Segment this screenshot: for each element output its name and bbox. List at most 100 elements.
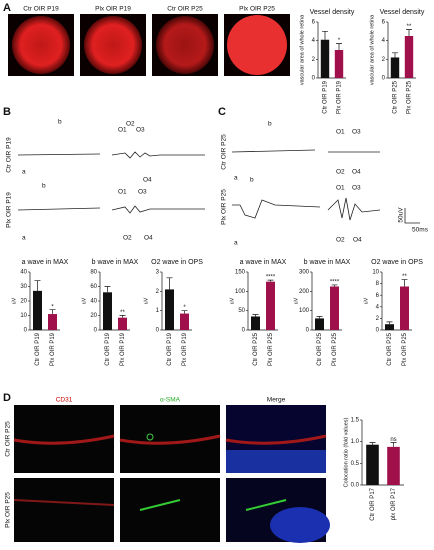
trace-mark: a bbox=[22, 169, 26, 176]
bar bbox=[266, 281, 275, 330]
trace-mark: O1 bbox=[336, 129, 345, 136]
error-bar bbox=[336, 43, 342, 50]
image-label: Plx OIR P19 bbox=[95, 6, 131, 13]
significance: * bbox=[338, 38, 341, 44]
y-tick-label: 100 bbox=[235, 289, 246, 295]
error-bar bbox=[181, 310, 188, 314]
y-tick-label: 200 bbox=[299, 289, 310, 295]
chart-title: a wave in MAX bbox=[240, 259, 287, 266]
row-label: Plx OIR P25 bbox=[5, 492, 12, 528]
column-label: CD31 bbox=[56, 397, 73, 404]
x-tick-label: Ctr OIR P19 bbox=[167, 332, 173, 365]
y-tick-label: 300 bbox=[299, 270, 310, 276]
y-tick-label: 150 bbox=[235, 270, 246, 276]
chart-title: O2 wave in OPS bbox=[371, 259, 423, 266]
stain-images bbox=[13, 405, 330, 543]
bar bbox=[334, 50, 344, 78]
error-bar bbox=[104, 286, 111, 293]
row-label: Ctr OIR P25 bbox=[221, 134, 228, 170]
error-bar bbox=[34, 280, 41, 291]
y-tick-label: 20 bbox=[90, 313, 97, 319]
y-tick-label: 2 bbox=[382, 57, 386, 63]
trace-mark: b bbox=[268, 121, 272, 128]
y-tick-label: 2 bbox=[376, 316, 380, 322]
retina-images bbox=[8, 14, 290, 76]
significance: * bbox=[183, 305, 186, 311]
y-tick-label: 0 bbox=[24, 328, 28, 334]
trace-mark: a bbox=[22, 235, 26, 242]
y-tick-label: 2 bbox=[312, 57, 316, 63]
x-tick-label: Plx OIR P19 bbox=[120, 332, 126, 366]
trace-mark: O1 bbox=[118, 189, 127, 196]
y-tick-label: 30 bbox=[20, 284, 27, 290]
trace-mark: O4 bbox=[352, 169, 361, 176]
bar bbox=[33, 290, 42, 330]
error-bar bbox=[49, 309, 56, 315]
bar bbox=[48, 314, 57, 330]
trace-mark: O2 bbox=[336, 169, 345, 176]
trace-mark: O3 bbox=[136, 127, 145, 134]
chart-title: a wave in MAX bbox=[22, 259, 69, 266]
bar bbox=[103, 292, 112, 330]
bar bbox=[330, 286, 339, 330]
trace-mark: O2 bbox=[336, 237, 345, 244]
error-bar bbox=[392, 52, 398, 58]
x-tick-label: Plx OIR P19 bbox=[182, 332, 188, 366]
y-tick-label: 0.5 bbox=[351, 461, 360, 467]
trace-labels: Ctr OIR P19 Plx OIR P19 Ctr OIR P25 Plx … bbox=[6, 119, 429, 247]
trace-mark: O4 bbox=[144, 235, 153, 242]
error-bar bbox=[316, 316, 323, 319]
x-tick-label: Plx OIR P25 bbox=[268, 332, 274, 366]
significance: ns bbox=[390, 437, 396, 443]
bar bbox=[251, 316, 260, 330]
chart-title: Vessel density bbox=[310, 9, 355, 16]
y-axis-label: uV bbox=[293, 297, 299, 304]
y-tick-label: 40 bbox=[90, 299, 97, 305]
trace-mark: b bbox=[42, 183, 46, 190]
error-bar bbox=[386, 321, 393, 325]
panel-letter: B bbox=[3, 106, 11, 118]
y-tick-label: 8 bbox=[376, 281, 380, 287]
y-tick-label: 10 bbox=[20, 313, 27, 319]
y-tick-label: 0.0 bbox=[351, 483, 360, 489]
y-tick-label: 0 bbox=[156, 328, 160, 334]
x-tick-label: plx OIR P17 bbox=[391, 487, 397, 520]
trace-mark: O3 bbox=[352, 129, 361, 136]
y-axis-label: uV bbox=[143, 297, 149, 304]
y-tick-label: 4 bbox=[312, 38, 316, 44]
y-tick-label: 6 bbox=[376, 293, 380, 299]
significance: ** bbox=[407, 24, 412, 30]
x-tick-label: Ctr OIR P19 bbox=[323, 80, 329, 113]
error-bar bbox=[369, 442, 376, 445]
chart-title: b wave in MAX bbox=[92, 259, 139, 266]
scale-label: 50ms bbox=[412, 227, 429, 234]
y-tick-label: 60 bbox=[90, 284, 97, 290]
y-tick-label: 6 bbox=[312, 20, 316, 26]
y-tick-label: 40 bbox=[20, 270, 27, 276]
scale-label: 50uV bbox=[398, 207, 405, 223]
error-bar bbox=[322, 30, 328, 40]
error-bar bbox=[331, 284, 338, 287]
x-tick-label: Plx OIR P25 bbox=[407, 80, 413, 114]
y-tick-label: 50 bbox=[238, 308, 245, 314]
bar bbox=[390, 57, 400, 78]
x-tick-label: Ctr OIR P25 bbox=[253, 332, 259, 365]
x-tick-label: Plx OIR P19 bbox=[337, 80, 343, 114]
y-tick-label: 0 bbox=[382, 76, 386, 82]
error-bar bbox=[390, 442, 397, 447]
y-tick-label: 80 bbox=[90, 270, 97, 276]
error-bar bbox=[406, 29, 412, 36]
y-tick-label: 1.5 bbox=[351, 418, 360, 424]
trace-mark: b bbox=[250, 177, 254, 184]
erg-traces bbox=[17, 149, 420, 224]
row-label: Plx OIR P25 bbox=[221, 189, 228, 225]
y-tick-label: 1.0 bbox=[351, 439, 360, 445]
x-tick-label: Plx OIR P25 bbox=[332, 332, 338, 366]
trace-mark: O4 bbox=[143, 177, 152, 184]
panel-letter: C bbox=[218, 106, 226, 118]
y-tick-label: 3 bbox=[156, 270, 160, 276]
trace-mark: O3 bbox=[138, 189, 147, 196]
significance: **** bbox=[266, 275, 276, 281]
y-axis-label: vascular area of whole retina bbox=[369, 14, 375, 85]
x-tick-label: Ctr OIR P19 bbox=[35, 332, 41, 365]
